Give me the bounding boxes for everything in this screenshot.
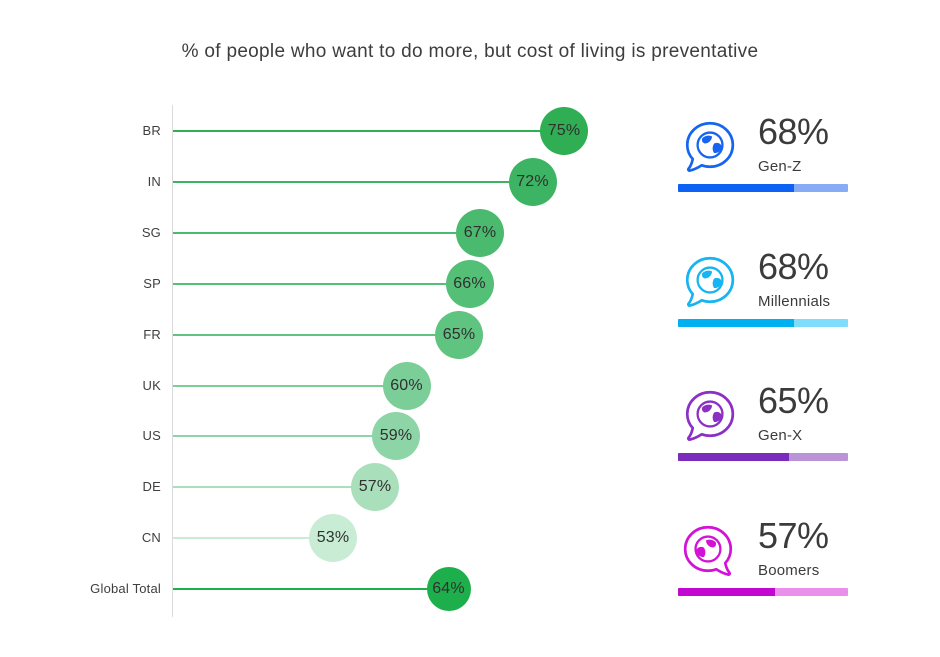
lollipop-stem — [173, 486, 375, 489]
generation-label: Gen-Z — [758, 158, 802, 175]
category-label: DE — [142, 479, 161, 495]
generation-card: 57% Boomers — [678, 515, 848, 614]
generation-card: 68% Millennials — [678, 246, 848, 345]
generation-percentage: 68% — [758, 245, 829, 287]
category-label: UK — [142, 377, 161, 393]
generation-percentage: 65% — [758, 380, 829, 421]
value-bubble: 64% — [426, 567, 471, 612]
value-bubble: 60% — [382, 361, 431, 410]
globe-speech-bubble-icon — [683, 525, 733, 576]
lollipop-stem — [173, 384, 407, 387]
generation-progress-bar — [678, 318, 848, 327]
generation-card: 65% Gen-X — [678, 380, 848, 479]
category-label: FR — [143, 326, 161, 342]
generation-progress-bar — [678, 587, 848, 596]
value-bubble: 66% — [445, 259, 494, 308]
category-label: CN — [141, 530, 161, 546]
generation-progress-fill — [678, 318, 794, 327]
generation-label: Gen-X — [758, 427, 803, 444]
lollipop-stem — [173, 180, 533, 183]
value-bubble: 59% — [372, 412, 420, 461]
lollipop-stem — [173, 588, 449, 591]
category-label: SP — [143, 275, 161, 291]
chart-title: % of people who want to do more, but cos… — [181, 41, 759, 62]
lollipop-stem — [173, 537, 333, 540]
lollipop-stem — [173, 282, 470, 285]
value-bubble: 67% — [456, 208, 504, 257]
category-label: BR — [142, 123, 161, 138]
lollipop-stem — [173, 333, 459, 336]
value-bubble: 72% — [508, 157, 557, 206]
value-bubble: 75% — [540, 107, 588, 155]
generation-card: 68% Gen-Z — [678, 111, 848, 210]
generation-label: Millennials — [758, 292, 831, 310]
category-axis-line — [172, 105, 173, 617]
lollipop-stem — [173, 231, 480, 234]
globe-speech-bubble-icon — [685, 390, 735, 441]
category-label: US — [142, 428, 161, 444]
generation-percentage: 57% — [758, 514, 829, 556]
lollipop-stem — [173, 435, 396, 438]
generation-progress-fill — [678, 184, 794, 192]
generation-label: Boomers — [758, 561, 820, 579]
lollipop-stem — [173, 130, 564, 132]
category-label: SG — [141, 224, 161, 240]
category-label: IN — [147, 173, 161, 189]
value-bubble: 65% — [435, 310, 483, 359]
value-bubble: 57% — [351, 463, 399, 512]
generation-progress-fill — [678, 453, 789, 461]
generation-progress-bar — [678, 453, 848, 461]
generation-percentage: 68% — [758, 111, 829, 152]
value-bubble: 53% — [309, 514, 357, 563]
globe-speech-bubble-icon — [685, 121, 735, 172]
generation-progress-bar — [678, 184, 848, 192]
generation-progress-fill — [678, 587, 775, 596]
category-label: Global Total — [90, 581, 161, 597]
globe-speech-bubble-icon — [685, 256, 735, 307]
